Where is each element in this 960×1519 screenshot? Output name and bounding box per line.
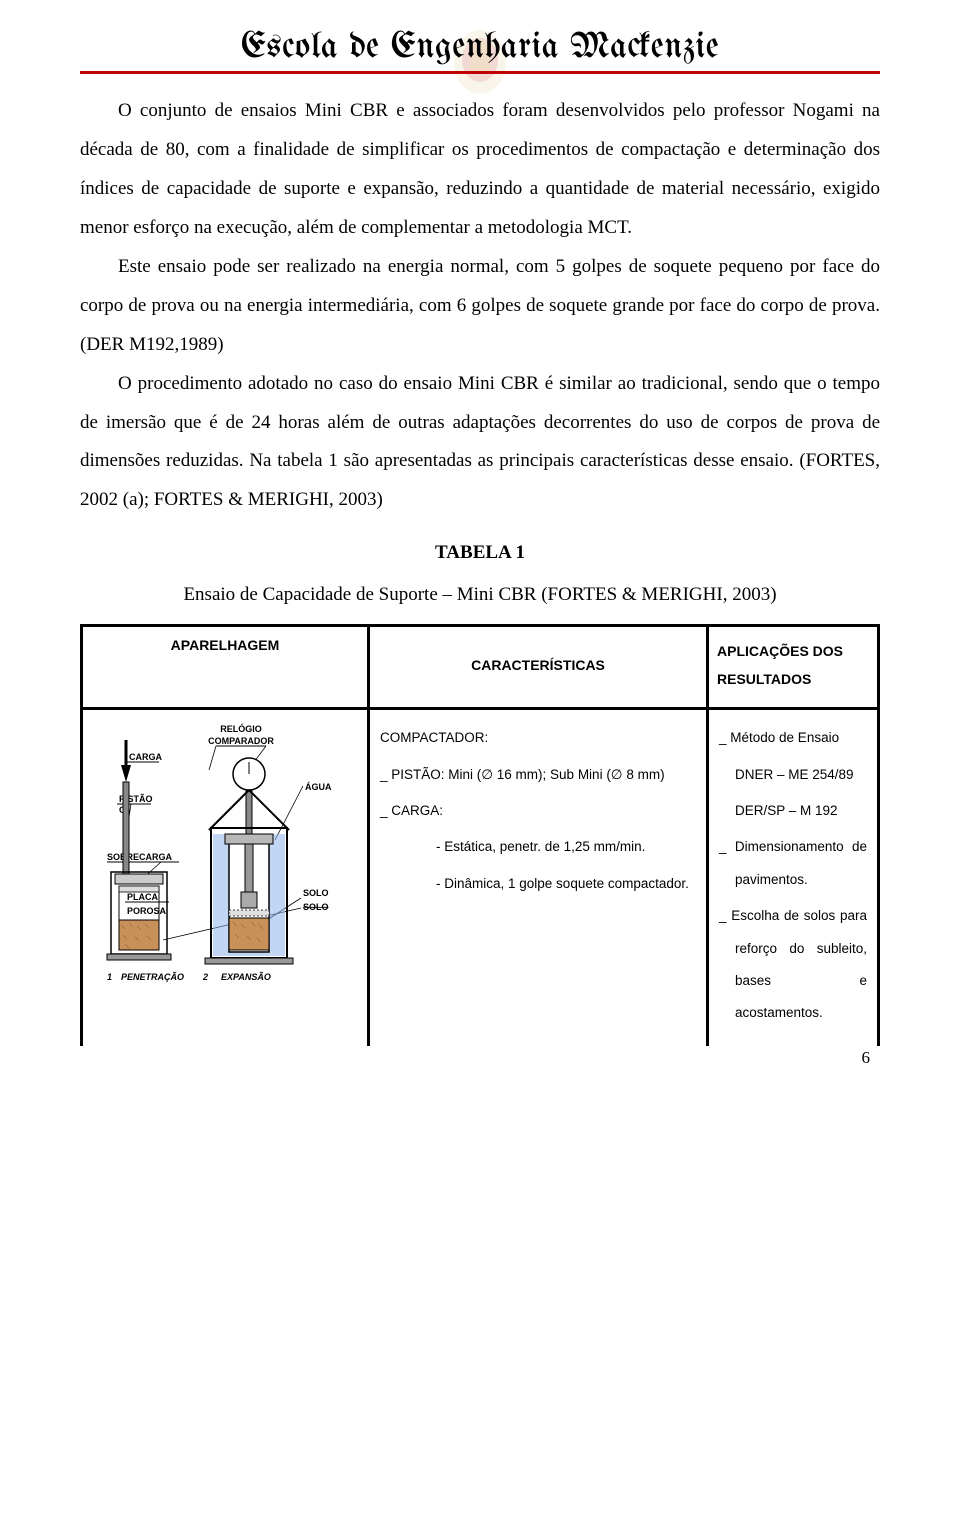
main-table: APARELHAGEM CARACTERÍSTICAS APLICAÇÕES D… — [80, 624, 880, 1046]
th-caracteristicas: CARACTERÍSTICAS — [369, 626, 708, 709]
page-number: 6 — [862, 1048, 871, 1068]
apparatus-2 — [205, 758, 293, 964]
paragraph-3: O procedimento adotado no caso do ensaio… — [80, 365, 880, 521]
lbl-expansao: EXPANSÃO — [221, 972, 271, 982]
lbl-2: 2 — [202, 972, 208, 982]
header-title: Escola de Engenharia Mackenzie — [80, 30, 880, 69]
paragraph-2: Este ensaio pode ser realizado na energi… — [80, 248, 880, 365]
apparatus-1 — [107, 740, 171, 960]
caract-title: COMPACTADOR: — [380, 722, 696, 754]
aplic-5: Escolha de solos para reforço do subleit… — [719, 900, 867, 1030]
th-aparelhagem: APARELHAGEM — [82, 626, 369, 709]
diagram-cell: RELÓGIO COMPARADOR CARGA ÁGUA PISTÃO O S… — [82, 709, 369, 1046]
aplic-3: DER/SP – M 192 — [719, 795, 867, 827]
caract-pistao: PISTÃO: Mini (∅ 16 mm); Sub Mini (∅ 8 mm… — [380, 759, 696, 791]
lbl-placa: PLACA — [127, 892, 158, 902]
lbl-sobrecarga: SOBRECARGA — [107, 852, 173, 862]
aplic-1: Método de Ensaio — [719, 722, 867, 754]
lbl-porosa: POROSA — [127, 906, 167, 916]
caract-carga-2: Dinâmica, 1 golpe soquete compactador. — [380, 868, 696, 900]
lbl-1: 1 — [107, 972, 112, 982]
aplic-4: Dimensionamento de pavimentos. — [719, 831, 867, 896]
lbl-solo1: SOLO — [303, 888, 329, 898]
table-caption: Ensaio de Capacidade de Suporte – Mini C… — [80, 584, 880, 606]
caracteristicas-cell: COMPACTADOR: PISTÃO: Mini (∅ 16 mm); Sub… — [369, 709, 708, 1046]
header-rule — [80, 71, 880, 74]
aplic-2: DNER – ME 254/89 — [719, 759, 867, 791]
lbl-carga: CARGA — [129, 752, 162, 762]
lbl-penetracao: PENETRAÇÃO — [121, 972, 184, 982]
paragraph-1: O conjunto de ensaios Mini CBR e associa… — [80, 92, 880, 248]
caract-carga: CARGA: — [380, 795, 696, 827]
aplicacoes-cell: Método de Ensaio DNER – ME 254/89 DER/SP… — [708, 709, 879, 1046]
lbl-solo2: SOLO — [303, 902, 329, 912]
apparatus-diagram: RELÓGIO COMPARADOR CARGA ÁGUA PISTÃO O S… — [83, 710, 367, 1020]
page-header: Escola de Engenharia Mackenzie — [80, 30, 880, 74]
table-heading: TABELA 1 — [80, 542, 880, 564]
body-text: O conjunto de ensaios Mini CBR e associa… — [80, 92, 880, 520]
caract-carga-1: Estática, penetr. de 1,25 mm/min. — [380, 831, 696, 863]
lbl-relogio: RELÓGIO — [220, 723, 262, 734]
lbl-comparador: COMPARADOR — [208, 736, 274, 746]
lbl-agua: ÁGUA — [305, 782, 332, 792]
th-aplicacoes: APLICAÇÕES DOS RESULTADOS — [708, 626, 879, 709]
